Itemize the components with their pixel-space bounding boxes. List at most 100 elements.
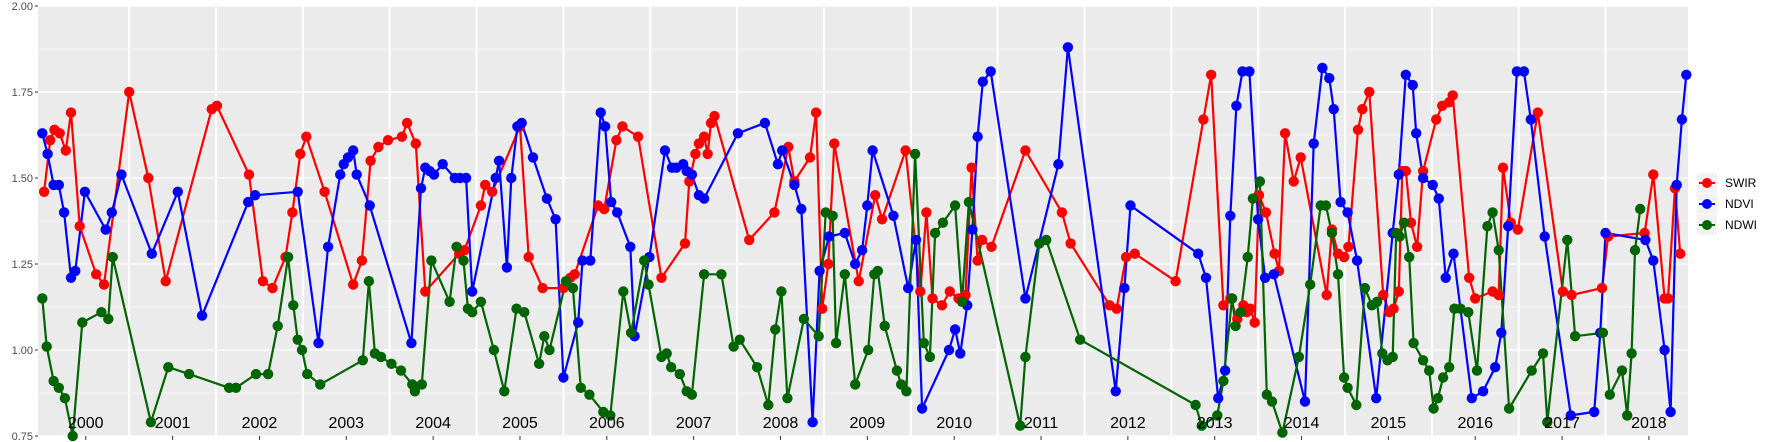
year-label: 2012 (1110, 415, 1146, 432)
data-point-ndvi (58, 207, 70, 218)
data-point-swir (769, 207, 780, 218)
data-point-swir (829, 138, 840, 149)
y-tick-label: 1.00 (12, 345, 33, 357)
year-label: 2005 (502, 415, 538, 432)
data-point-ndvi (1371, 393, 1382, 404)
data-point-ndvi (1328, 104, 1339, 115)
data-point-ndvi (977, 76, 988, 87)
data-point-ndwi (315, 379, 326, 390)
data-point-swir (480, 179, 491, 191)
year-label: 2007 (676, 415, 712, 432)
data-point-ndwi (782, 393, 793, 404)
data-point-swir (1411, 241, 1423, 252)
data-point-ndvi (1268, 269, 1280, 280)
data-point-ndwi (363, 276, 375, 287)
data-point-swir (817, 303, 828, 314)
series-layer (37, 42, 1692, 442)
year-label: 2009 (850, 415, 886, 432)
legend: SWIR NDVI NDWI (1697, 173, 1757, 235)
data-point-ndvi (612, 207, 623, 218)
data-point-ndvi (506, 172, 517, 184)
data-point-ndwi (770, 324, 781, 335)
data-point-ndwi (751, 362, 763, 373)
data-point-swir (976, 234, 988, 246)
data-point-ndwi (813, 331, 824, 342)
data-point-ndwi (798, 313, 810, 325)
data-point-ndwi (776, 286, 787, 297)
data-point-ndvi (37, 128, 48, 139)
data-point-ndwi (262, 368, 274, 380)
data-point-ndvi (1676, 114, 1688, 125)
legend-key-point (1702, 178, 1712, 188)
year-label: 2008 (763, 415, 799, 432)
data-point-ndvi (1299, 396, 1311, 407)
data-point-ndvi (1062, 42, 1074, 53)
data-point-ndvi (1640, 234, 1651, 246)
data-point-swir (744, 234, 755, 246)
data-point-ndwi (1277, 427, 1288, 438)
data-point-ndvi (862, 200, 873, 211)
data-point-ndwi (661, 348, 672, 359)
data-point-swir (823, 258, 834, 270)
data-point-ndvi (558, 372, 569, 383)
data-point-ndwi (37, 293, 48, 304)
data-point-ndvi (1600, 227, 1611, 239)
data-point-ndwi (451, 241, 462, 252)
data-point-swir (91, 269, 102, 280)
data-point-ndwi (416, 379, 427, 390)
data-point-ndwi (1487, 207, 1498, 218)
data-point-ndvi (1324, 73, 1335, 84)
data-point-swir (396, 131, 408, 142)
data-point-swir (611, 135, 622, 146)
data-point-swir (1675, 248, 1686, 259)
data-point-ndwi (1542, 417, 1553, 428)
data-point-swir (1020, 145, 1031, 156)
data-point-ndvi (172, 186, 183, 197)
data-point-ndwi (488, 344, 500, 356)
data-point-swir (1245, 303, 1256, 314)
data-point-ndwi (1417, 355, 1429, 366)
data-point-ndvi (916, 403, 928, 414)
data-point-ndwi (618, 286, 629, 297)
data-point-swir (160, 276, 171, 287)
data-point-ndwi (145, 417, 157, 428)
data-point-ndwi (1404, 251, 1415, 263)
data-point-swir (1596, 282, 1608, 294)
data-point-ndwi (686, 389, 698, 400)
y-tick-label: 1.50 (12, 173, 33, 185)
data-point-ndvi (1440, 272, 1451, 283)
data-point-ndwi (918, 337, 929, 349)
data-point-ndvi (1565, 410, 1577, 421)
data-point-ndwi (734, 334, 745, 345)
data-point-ndvi (1671, 179, 1682, 191)
data-point-ndvi (777, 145, 788, 156)
data-point-ndwi (891, 365, 903, 376)
data-point-ndwi (639, 255, 650, 266)
data-point-ndvi (1053, 159, 1064, 170)
data-point-ndvi (243, 196, 254, 208)
data-point-ndvi (1659, 344, 1670, 356)
data-point-ndvi (1665, 406, 1676, 418)
data-point-ndvi (867, 145, 878, 156)
data-point-ndwi (230, 382, 242, 393)
data-point-ndvi (1518, 66, 1530, 77)
year-label: 2014 (1284, 415, 1320, 432)
data-point-ndwi (1305, 279, 1316, 290)
data-point-ndwi (96, 307, 107, 318)
year-label: 2013 (1197, 415, 1233, 432)
data-point-ndwi (511, 303, 522, 314)
data-point-ndvi (1433, 193, 1445, 204)
legend-label-swir: SWIR (1725, 176, 1757, 190)
data-point-ndvi (313, 337, 324, 349)
data-point-ndwi (53, 382, 64, 393)
data-point-ndvi (1219, 365, 1231, 376)
data-point-swir (1352, 124, 1364, 135)
data-point-ndvi (1411, 128, 1422, 139)
data-point-swir (287, 207, 298, 218)
data-point-ndwi (1212, 410, 1223, 421)
legend-key-point (1702, 199, 1712, 209)
data-point-ndvi (577, 255, 588, 266)
data-point-swir (599, 203, 610, 215)
year-label: 2015 (1371, 415, 1407, 432)
data-point-ndvi (335, 169, 346, 180)
